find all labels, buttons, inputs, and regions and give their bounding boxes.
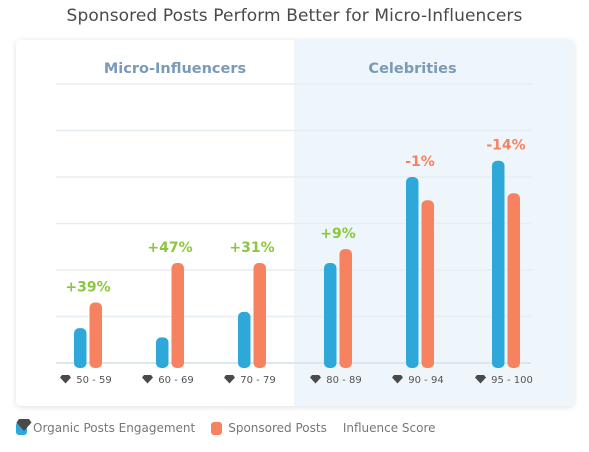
bar-sponsored-5 [507, 193, 520, 368]
tick-diamond-icon [224, 375, 235, 384]
bar-sponsored-3 [339, 249, 352, 368]
tick-label-5: 95 - 100 [491, 375, 533, 386]
bar-organic-5 [492, 160, 505, 368]
legend-item-organic: Organic Posts Engagement [16, 421, 195, 435]
data-label-1: +47% [147, 240, 192, 256]
diamond-icon [16, 419, 32, 431]
legend-label-organic: Organic Posts Engagement [33, 421, 196, 435]
bar-chart: Micro-Influencers Celebrities +39% 50 - 59 +… [56, 40, 574, 406]
data-label-2: +31% [229, 240, 274, 256]
tick-diamond-icon [392, 375, 403, 384]
bar-sponsored-0 [89, 302, 102, 368]
group-label-0: Micro-Influencers [104, 61, 246, 77]
tick-label-1: 60 - 69 [158, 375, 193, 386]
bar-sponsored-2 [253, 263, 266, 368]
chart-title: Sponsored Posts Perform Better for Micro… [66, 6, 523, 26]
data-label-0: +39% [65, 280, 110, 296]
tick-label-4: 90 - 94 [408, 375, 443, 386]
bar-organic-2 [238, 311, 251, 368]
bar-sponsored-4 [421, 200, 434, 368]
group-label-1: Celebrities [368, 61, 456, 77]
tick-diamond-icon [475, 375, 486, 384]
legend-label-sponsored: Sponsored Posts [228, 421, 327, 435]
legend-label-influence: Influence Score [342, 421, 436, 435]
bar-organic-3 [324, 263, 337, 368]
legend: Organic Posts Engagement Sponsored Posts… [16, 418, 452, 438]
tick-diamond-icon [60, 375, 71, 384]
tick-label-3: 80 - 89 [326, 375, 361, 386]
bar-organic-4 [406, 177, 419, 368]
sponsored-swatch-icon [211, 421, 223, 435]
data-label-3: +9% [320, 226, 356, 242]
tick-label-0: 50 - 59 [76, 375, 111, 386]
tick-diamond-icon [142, 375, 153, 384]
bar-organic-0 [74, 328, 87, 368]
tick-label-2: 70 - 79 [240, 375, 275, 386]
legend-item-influence: Influence Score [16, 419, 436, 435]
chart-card: Micro-Influencers Celebrities +39% 50 - 59 +… [16, 40, 574, 406]
legend-item-sponsored: Sponsored Posts [211, 421, 327, 435]
data-label-5: -14% [486, 138, 525, 154]
bar-organic-1 [156, 337, 169, 368]
data-label-4: -1% [405, 154, 435, 170]
bar-sponsored-1 [171, 263, 184, 368]
tick-diamond-icon [310, 375, 321, 384]
